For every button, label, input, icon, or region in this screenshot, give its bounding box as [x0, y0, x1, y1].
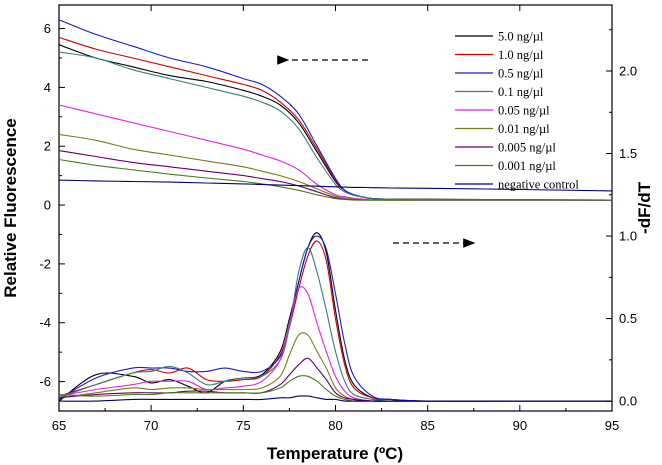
y-right-tick-label: 0.0 [619, 394, 637, 409]
melt-curve-8 [58, 179, 613, 192]
x-tick-label: 80 [328, 418, 342, 433]
derivative-curve-8 [58, 395, 612, 402]
y-left-tick-label: 2 [44, 139, 51, 154]
series-layer [58, 19, 613, 402]
x-tick-label: 70 [144, 418, 158, 433]
x-tick-label: 95 [605, 418, 619, 433]
legend-label-4: 0.05 ng/µl [498, 104, 550, 118]
y-right-tick-label: 2.0 [619, 64, 637, 79]
y-right-tick-label: 1.5 [619, 146, 637, 161]
legend-label-3: 0.1 ng/µl [498, 85, 544, 99]
y-left-tick-label: -6 [39, 374, 51, 389]
legend: 5.0 ng/µl 1.0 ng/µl 0.5 ng/µl 0.1 ng/µl 0.05… [455, 30, 579, 192]
y-right-tick-label: 0.5 [619, 311, 637, 326]
legend-label-8: negative control [498, 178, 579, 192]
legend-label-0: 5.0 ng/µl [498, 30, 544, 44]
derivative-curve-3 [58, 247, 612, 402]
legend-label-5: 0.01 ng/µl [498, 122, 550, 136]
y-left-tick-label: 6 [44, 21, 51, 36]
legend-label-6: 0.005 ng/µl [498, 141, 556, 155]
x-axis-title: Temperature (ºC) [267, 444, 403, 463]
legend-label-7: 0.001 ng/µl [498, 159, 556, 173]
y-left-tick-label: 0 [44, 198, 51, 213]
x-tick-label: 75 [236, 418, 250, 433]
y-left-tick-label: -2 [39, 256, 51, 271]
y-left-tick-label: -4 [39, 315, 51, 330]
x-tick-label: 65 [52, 418, 66, 433]
y-axis-left-title: Relative Fluorescence [1, 118, 20, 298]
derivative-curve-2 [58, 235, 612, 402]
y-right-tick-label: 1.0 [619, 229, 637, 244]
melt-curve-3 [58, 51, 613, 201]
derivative-curve-4 [58, 286, 612, 402]
melt-curve-7 [58, 158, 612, 201]
x-tick-label: 85 [420, 418, 434, 433]
legend-label-1: 1.0 ng/µl [498, 48, 544, 62]
tick-layer: 65 70 75 80 85 90 95 6 4 2 0 -2 -4 -6 2.0 1.5 1.0 0.5 0.0 [39, 5, 637, 433]
legend-label-2: 0.5 ng/µl [498, 67, 544, 81]
y-left-tick-label: 4 [44, 80, 51, 95]
annotation-layer [277, 55, 476, 248]
x-tick-label: 90 [513, 418, 527, 433]
y-axis-right-title: -dF/dT [635, 181, 654, 234]
